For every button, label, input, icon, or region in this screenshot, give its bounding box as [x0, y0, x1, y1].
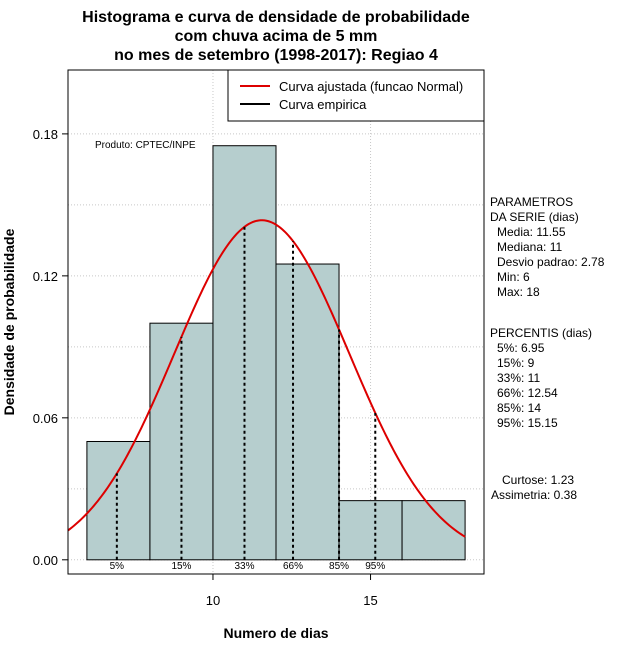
skewness: Assimetria: 0.38 [491, 488, 577, 502]
parameter-sd: Desvio padrao: 2.78 [497, 255, 605, 269]
percentil-85: 85%: 14 [497, 401, 541, 415]
statistics-panel: PARAMETROS DA SERIE (dias) Media: 11.55 … [490, 195, 605, 502]
histogram-bars [86, 145, 466, 561]
y-tick-label: 0.06 [33, 411, 58, 426]
chart-title: Histograma e curva de densidade de proba… [82, 9, 470, 64]
legend-entry-empirical: Curva empirica [279, 97, 367, 112]
x-tick-label: 10 [206, 593, 220, 608]
fitted-normal-curve [67, 219, 466, 538]
y-axis-label: Densidade de probabilidade [1, 228, 17, 415]
axis-ticks: 0.00 0.06 0.12 0.18 10 15 [33, 127, 378, 608]
y-tick-label: 0.00 [33, 553, 58, 568]
percentil-66: 66%: 12.54 [497, 386, 558, 400]
y-tick-label: 0.12 [33, 269, 58, 284]
histogram-bar [149, 322, 214, 561]
percentile-label: 66% [283, 561, 303, 572]
parameters-heading-1: PARAMETROS [490, 195, 573, 209]
x-tick-label: 15 [363, 593, 377, 608]
title-line-3: no mes de setembro (1998-2017): Regiao 4 [114, 47, 438, 64]
histogram-bar [86, 440, 151, 561]
kurtosis: Curtose: 1.23 [502, 473, 574, 487]
percentil-15: 15%: 9 [497, 356, 535, 370]
parameters-heading-2: DA SERIE (dias) [490, 210, 579, 224]
parameter-mean: Media: 11.55 [497, 225, 566, 239]
percentil-95: 95%: 15.15 [497, 416, 558, 430]
x-axis-label: Numero de dias [223, 625, 328, 641]
title-line-1: Histograma e curva de densidade de proba… [82, 9, 470, 26]
parameter-median: Mediana: 11 [497, 240, 562, 254]
percentile-label: 95% [365, 561, 385, 572]
percentile-label: 85% [329, 561, 349, 572]
percentil-5: 5%: 6.95 [497, 341, 545, 355]
title-line-2: com chuva acima de 5 mm [175, 28, 378, 45]
percentile-label: 33% [234, 561, 254, 572]
percentile-label: 5% [110, 561, 125, 572]
legend-entry-fitted: Curva ajustada (funcao Normal) [279, 79, 463, 94]
legend-box [227, 69, 485, 122]
density-curve-layer [67, 219, 466, 538]
legend: Curva ajustada (funcao Normal) Curva emp… [227, 69, 485, 122]
parameter-min: Min: 6 [497, 270, 530, 284]
histogram-bar [338, 500, 403, 561]
percentil-33: 33%: 11 [497, 371, 540, 385]
histogram-bar [275, 263, 340, 561]
percentile-lines: 5% 15% 33% 66% 85% 95% [110, 226, 385, 572]
product-annotation: Produto: CPTEC/INPE [95, 140, 196, 151]
y-tick-label: 0.18 [33, 127, 58, 142]
parameter-max: Max: 18 [497, 285, 540, 299]
percentis-heading: PERCENTIS (dias) [490, 326, 592, 340]
percentile-label: 15% [171, 561, 191, 572]
